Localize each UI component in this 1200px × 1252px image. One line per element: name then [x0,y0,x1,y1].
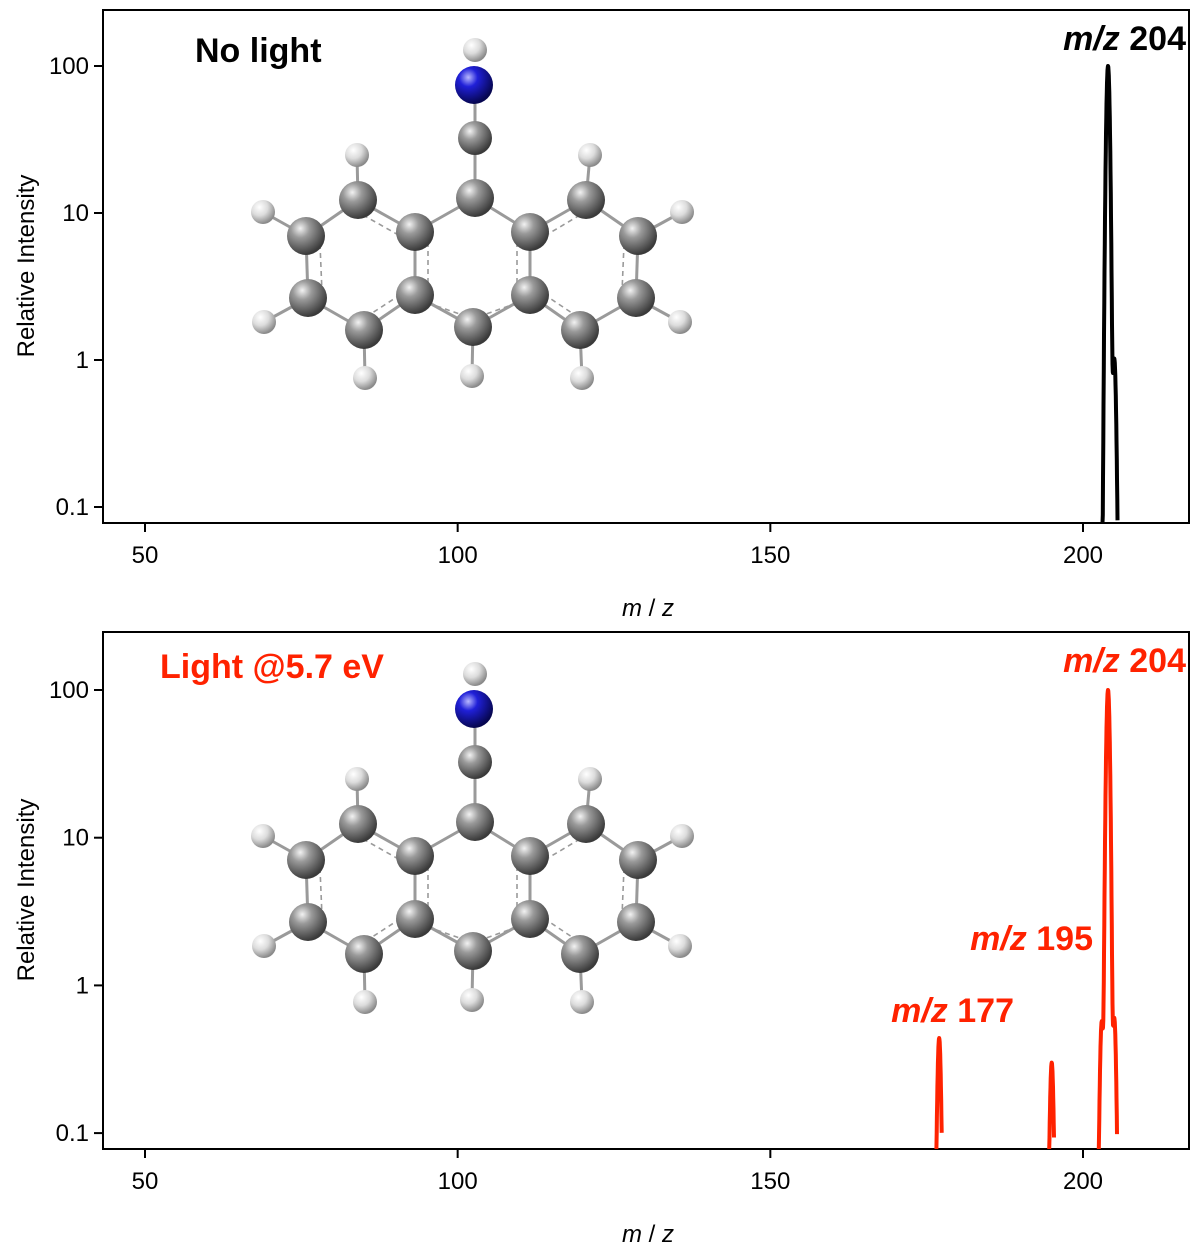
spectrum-trace [1103,66,1122,523]
peak-label: m/z 195 [970,920,1093,958]
x-axis-ticks: 50 100 150 200 [132,1149,1103,1195]
y-tick-label: 0.1 [56,494,89,521]
peak-annotations: m/z 204 [1063,20,1186,58]
molecule-structure [249,36,696,392]
y-tick-label: 10 [62,825,89,852]
panel-title: No light [195,32,322,70]
x-tick-label: 200 [1063,542,1103,569]
spectrum-panel-no-light: 0.1 1 10 100 50 100 150 200 Relative Intensity… [13,9,1190,622]
x-tick-label: 100 [438,1168,478,1195]
x-tick-label: 100 [438,542,478,569]
plot-frame [102,9,1190,524]
y-axis-ticks: 0.1 1 10 100 [49,53,103,521]
molecule-structure [249,660,696,1016]
y-tick-label: 10 [62,200,89,227]
y-tick-label: 0.1 [56,1120,89,1147]
x-tick-label: 150 [750,1168,790,1195]
panel-title: Light @5.7 eV [160,648,384,686]
y-tick-label: 100 [49,677,89,704]
x-axis-ticks: 50 100 150 200 [132,523,1103,569]
x-axis-label: m / z [622,595,674,622]
x-tick-label: 200 [1063,1168,1103,1195]
peak-annotations: m/z 177 m/z 195 m/z 204 [891,642,1186,1030]
x-tick-label: 50 [132,1168,159,1195]
x-tick-label: 50 [132,542,159,569]
y-axis-label: Relative Intensity [13,799,40,982]
spectrum-panel-light: 0.1 1 10 100 50 100 150 200 Relative Intensity… [13,631,1190,1248]
plot-frame [102,631,1190,1150]
y-tick-label: 1 [76,347,89,374]
y-tick-label: 100 [49,53,89,80]
x-axis-label: m / z [622,1221,674,1248]
peak-label: m/z 204 [1063,20,1186,58]
x-tick-label: 150 [750,542,790,569]
peak-label: m/z 204 [1063,642,1186,680]
y-axis-label: Relative Intensity [13,175,40,358]
peak-label: m/z 177 [891,992,1014,1030]
y-tick-label: 1 [76,972,89,999]
y-axis-ticks: 0.1 1 10 100 [49,677,103,1147]
